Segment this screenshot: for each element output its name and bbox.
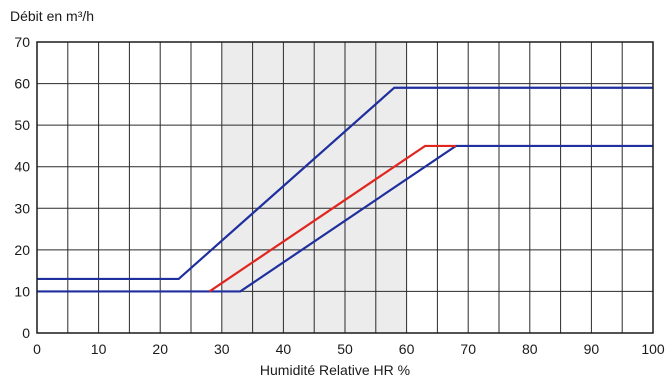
y-tick-label: 0 <box>22 325 30 341</box>
x-tick-label: 70 <box>460 341 476 357</box>
y-tick-label: 70 <box>14 34 30 50</box>
x-tick-label: 0 <box>33 341 41 357</box>
plot-frame <box>36 41 654 334</box>
x-tick-label: 20 <box>152 341 168 357</box>
x-tick-label: 60 <box>399 341 415 357</box>
x-tick-label: 80 <box>522 341 538 357</box>
x-tick-label: 100 <box>641 341 665 357</box>
x-tick-label: 90 <box>584 341 600 357</box>
y-tick-label: 40 <box>14 159 30 175</box>
series-line-3 <box>208 144 456 293</box>
x-tick-label: 10 <box>91 341 107 357</box>
x-tick-label: 40 <box>276 341 292 357</box>
y-tick-label: 20 <box>14 242 30 258</box>
series-line-2 <box>37 144 653 293</box>
x-tick-label: 50 <box>337 341 353 357</box>
x-axis-label: Humidité Relative HR % <box>259 362 411 378</box>
y-axis-label: Débit en m³/h <box>10 8 95 24</box>
y-tick-label: 10 <box>14 283 30 299</box>
y-tick-label: 60 <box>14 76 30 92</box>
series-line-1 <box>37 86 653 281</box>
x-tick-label: 30 <box>214 341 230 357</box>
y-tick-label: 30 <box>14 200 30 216</box>
y-tick-label: 50 <box>14 117 30 133</box>
